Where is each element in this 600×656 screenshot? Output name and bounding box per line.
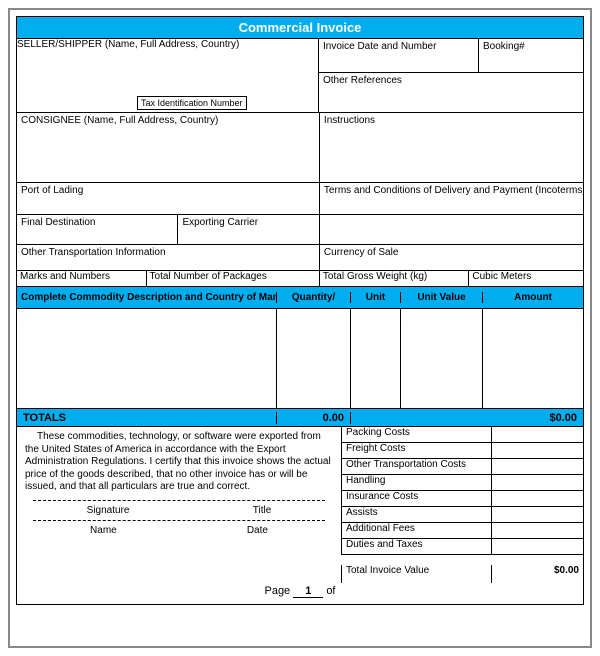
items-body: [17, 309, 583, 409]
cost-row: Other Transportation Costs: [341, 459, 583, 475]
marks-label: Marks and Numbers: [17, 271, 147, 286]
sig-signature: Signature: [87, 505, 130, 516]
col-unitval: Unit Value: [401, 292, 483, 303]
certification-block: These commodities, technology, or softwa…: [17, 427, 341, 583]
cost-label: Duties and Taxes: [341, 539, 491, 555]
col-amount: Amount: [483, 292, 583, 303]
cost-value: [491, 475, 583, 491]
port-label: Port of Lading: [17, 183, 320, 214]
invoice-date-label: Invoice Date and Number: [319, 39, 479, 72]
terms-label: Terms and Conditions of Delivery and Pay…: [320, 183, 583, 214]
totals-label: TOTALS: [17, 412, 277, 424]
totals-row: TOTALS 0.00 $0.00: [17, 409, 583, 427]
seller-invoice-row: SELLER/SHIPPER (Name, Full Address, Coun…: [17, 39, 583, 113]
cost-value: [491, 443, 583, 459]
cost-row: Insurance Costs: [341, 491, 583, 507]
cost-label: Insurance Costs: [341, 491, 491, 507]
cost-label: Additional Fees: [341, 523, 491, 539]
total-invoice-row: Total Invoice Value $0.00: [341, 565, 583, 583]
seller-label: SELLER/SHIPPER (Name, Full Address, Coun…: [17, 39, 318, 50]
col-qty: Quantity/: [277, 292, 351, 303]
totals-amount: $0.00: [483, 412, 583, 424]
dest-blank: [320, 215, 583, 244]
dest-row: Final Destination Exporting Carrier: [17, 215, 583, 245]
costs-block: Packing CostsFreight CostsOther Transpor…: [341, 427, 583, 583]
sig-name: Name: [90, 525, 117, 536]
cost-label: Handling: [341, 475, 491, 491]
cost-row: Duties and Taxes: [341, 539, 583, 555]
gross-weight-label: Total Gross Weight (kg): [320, 271, 469, 286]
page-of: of: [326, 585, 335, 597]
consignee-label: CONSIGNEE (Name, Full Address, Country): [17, 113, 320, 182]
sig-date: Date: [247, 525, 268, 536]
total-invoice-label: Total Invoice Value: [341, 565, 491, 583]
page-number: 1: [293, 585, 323, 598]
consignee-row: CONSIGNEE (Name, Full Address, Country) …: [17, 113, 583, 183]
cost-row: Handling: [341, 475, 583, 491]
page-row: Page 1 of: [17, 583, 583, 604]
cost-label: Packing Costs: [341, 427, 491, 443]
transport-row: Other Transportation Information Currenc…: [17, 245, 583, 271]
cost-value: [491, 427, 583, 443]
totals-qty: 0.00: [277, 412, 351, 424]
other-transport-label: Other Transportation Information: [17, 245, 320, 270]
cost-value: [491, 459, 583, 475]
col-unit: Unit: [351, 292, 401, 303]
cost-label: Other Transportation Costs: [341, 459, 491, 475]
port-row: Port of Lading Terms and Conditions of D…: [17, 183, 583, 215]
doc-title: Commercial Invoice: [17, 17, 583, 39]
exporting-label: Exporting Carrier: [178, 215, 320, 244]
booking-label: Booking#: [479, 39, 583, 72]
currency-label: Currency of Sale: [320, 245, 583, 270]
cost-row: Packing Costs: [341, 427, 583, 443]
cost-value: [491, 539, 583, 555]
cost-value: [491, 523, 583, 539]
instructions-label: Instructions: [320, 113, 583, 182]
cost-value: [491, 507, 583, 523]
seller-cell: SELLER/SHIPPER (Name, Full Address, Coun…: [17, 39, 319, 112]
cost-row: Freight Costs: [341, 443, 583, 459]
page-prefix: Page: [264, 585, 290, 597]
cost-label: Assists: [341, 507, 491, 523]
cost-row: Additional Fees: [341, 523, 583, 539]
items-header: Complete Commodity Description and Count…: [17, 287, 583, 309]
final-dest-label: Final Destination: [17, 215, 178, 244]
invoice-frame: Commercial Invoice SELLER/SHIPPER (Name,…: [8, 8, 592, 648]
other-ref-label: Other References: [319, 73, 583, 112]
cost-label: Freight Costs: [341, 443, 491, 459]
certification-text: These commodities, technology, or softwa…: [25, 431, 333, 494]
bottom-section: These commodities, technology, or softwa…: [17, 427, 583, 583]
cubic-label: Cubic Meters: [469, 271, 583, 286]
packages-label: Total Number of Packages: [147, 271, 320, 286]
cost-row: Assists: [341, 507, 583, 523]
col-desc: Complete Commodity Description and Count…: [17, 292, 277, 303]
invoice-body: Commercial Invoice SELLER/SHIPPER (Name,…: [16, 16, 584, 605]
total-invoice-value: $0.00: [491, 565, 583, 583]
sig-title: Title: [253, 505, 272, 516]
tax-id-label: Tax Identification Number: [137, 96, 247, 110]
invoice-meta: Invoice Date and Number Booking# Other R…: [319, 39, 583, 112]
marks-row: Marks and Numbers Total Number of Packag…: [17, 271, 583, 287]
cost-value: [491, 491, 583, 507]
